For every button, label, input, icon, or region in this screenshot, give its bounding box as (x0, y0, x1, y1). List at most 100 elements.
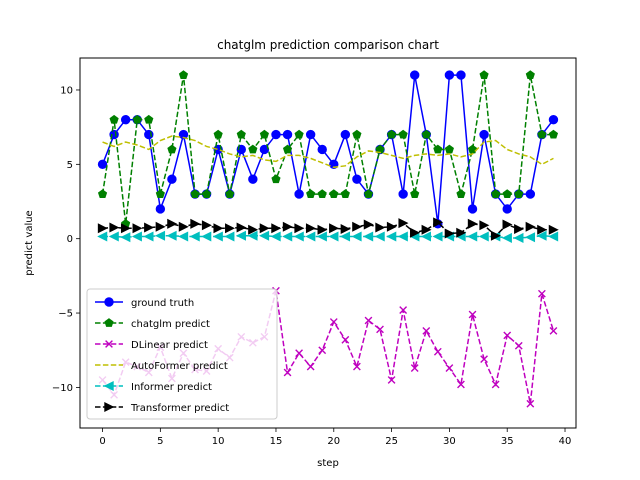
data-point (271, 129, 281, 140)
data-point (502, 219, 513, 230)
data-point (178, 221, 189, 232)
data-point (548, 115, 559, 125)
data-point (514, 341, 523, 350)
data-point (444, 70, 455, 80)
data-point (514, 224, 525, 235)
y-axis: −10 −5 0 5 10 (52, 85, 80, 394)
data-point (131, 231, 142, 242)
data-point (295, 349, 303, 358)
data-point (167, 218, 178, 229)
data-point (374, 231, 385, 242)
data-point (501, 232, 512, 243)
data-point (467, 231, 478, 242)
legend-item: ground truth (95, 297, 194, 309)
data-point (132, 223, 143, 234)
data-point (201, 220, 212, 231)
data-point (363, 219, 374, 230)
data-point (201, 231, 212, 242)
series-5 (97, 217, 559, 241)
data-point (548, 224, 559, 235)
x-tick-label: 0 (99, 436, 105, 447)
data-point (120, 223, 131, 234)
data-point (97, 159, 108, 170)
x-tick-label: 15 (270, 436, 283, 447)
data-point (283, 368, 292, 377)
x-axis-title: step (317, 458, 339, 469)
legend-marker (103, 380, 114, 392)
legend-marker (104, 318, 114, 327)
data-point (247, 230, 258, 241)
data-point (178, 129, 189, 140)
data-point (537, 224, 548, 235)
data-point (421, 129, 431, 139)
legend-item: AutoFormer predict (95, 361, 228, 372)
data-point (433, 347, 442, 356)
data-point (352, 129, 362, 139)
x-tick-label: 40 (559, 436, 572, 447)
y-tick-label: −10 (52, 383, 73, 394)
data-point (97, 231, 108, 242)
data-point (167, 144, 177, 154)
data-point (340, 189, 350, 198)
data-point (468, 310, 477, 319)
data-point (444, 228, 455, 239)
data-point (143, 231, 154, 242)
series-line-5 (102, 221, 554, 237)
data-point (549, 326, 558, 335)
series-line-3 (102, 135, 554, 169)
x-tick-label: 20 (327, 436, 340, 447)
data-point (340, 129, 351, 140)
data-point (109, 222, 120, 233)
data-point (329, 318, 338, 326)
data-point (502, 189, 512, 198)
legend-marker (104, 297, 114, 307)
data-point (503, 331, 512, 340)
data-point (457, 380, 465, 389)
data-point (120, 232, 131, 243)
data-point (213, 129, 223, 139)
data-point (120, 115, 131, 125)
data-point (410, 70, 420, 80)
data-point (398, 218, 409, 229)
data-point (410, 227, 421, 238)
series-1 (97, 70, 559, 228)
data-point (155, 204, 166, 214)
data-point (341, 335, 350, 344)
data-point (479, 70, 489, 79)
data-point (445, 364, 454, 372)
data-point (259, 223, 270, 234)
legend-item: DLinear predict (95, 340, 208, 351)
data-point (433, 217, 444, 228)
data-point (293, 231, 304, 242)
data-point (399, 306, 408, 314)
data-point (144, 114, 154, 124)
data-point (387, 376, 396, 384)
data-point (491, 189, 501, 198)
legend-item: Informer predict (95, 380, 212, 393)
x-tick-label: 35 (501, 436, 514, 447)
data-point (467, 218, 478, 229)
legend-label: Transformer predict (130, 403, 229, 414)
y-tick-label: 5 (67, 160, 73, 171)
data-point (491, 380, 500, 389)
legend-marker (104, 401, 115, 413)
data-point (480, 355, 488, 364)
data-point (398, 189, 408, 199)
data-point (306, 189, 316, 198)
legend: ground truth chatglm predict DLinear predi… (86, 288, 278, 420)
series-3 (102, 135, 554, 169)
data-point (444, 144, 454, 154)
data-point (282, 221, 293, 232)
data-point (548, 129, 559, 139)
plot-frame (79, 57, 577, 429)
data-point (213, 223, 224, 234)
data-point (305, 129, 316, 140)
data-point (109, 114, 119, 124)
data-point (363, 231, 374, 242)
chart-title: chatglm prediction comparison chart (217, 38, 439, 52)
data-point (108, 231, 119, 242)
data-point (340, 224, 351, 235)
data-point (316, 231, 327, 242)
data-point (420, 231, 431, 242)
